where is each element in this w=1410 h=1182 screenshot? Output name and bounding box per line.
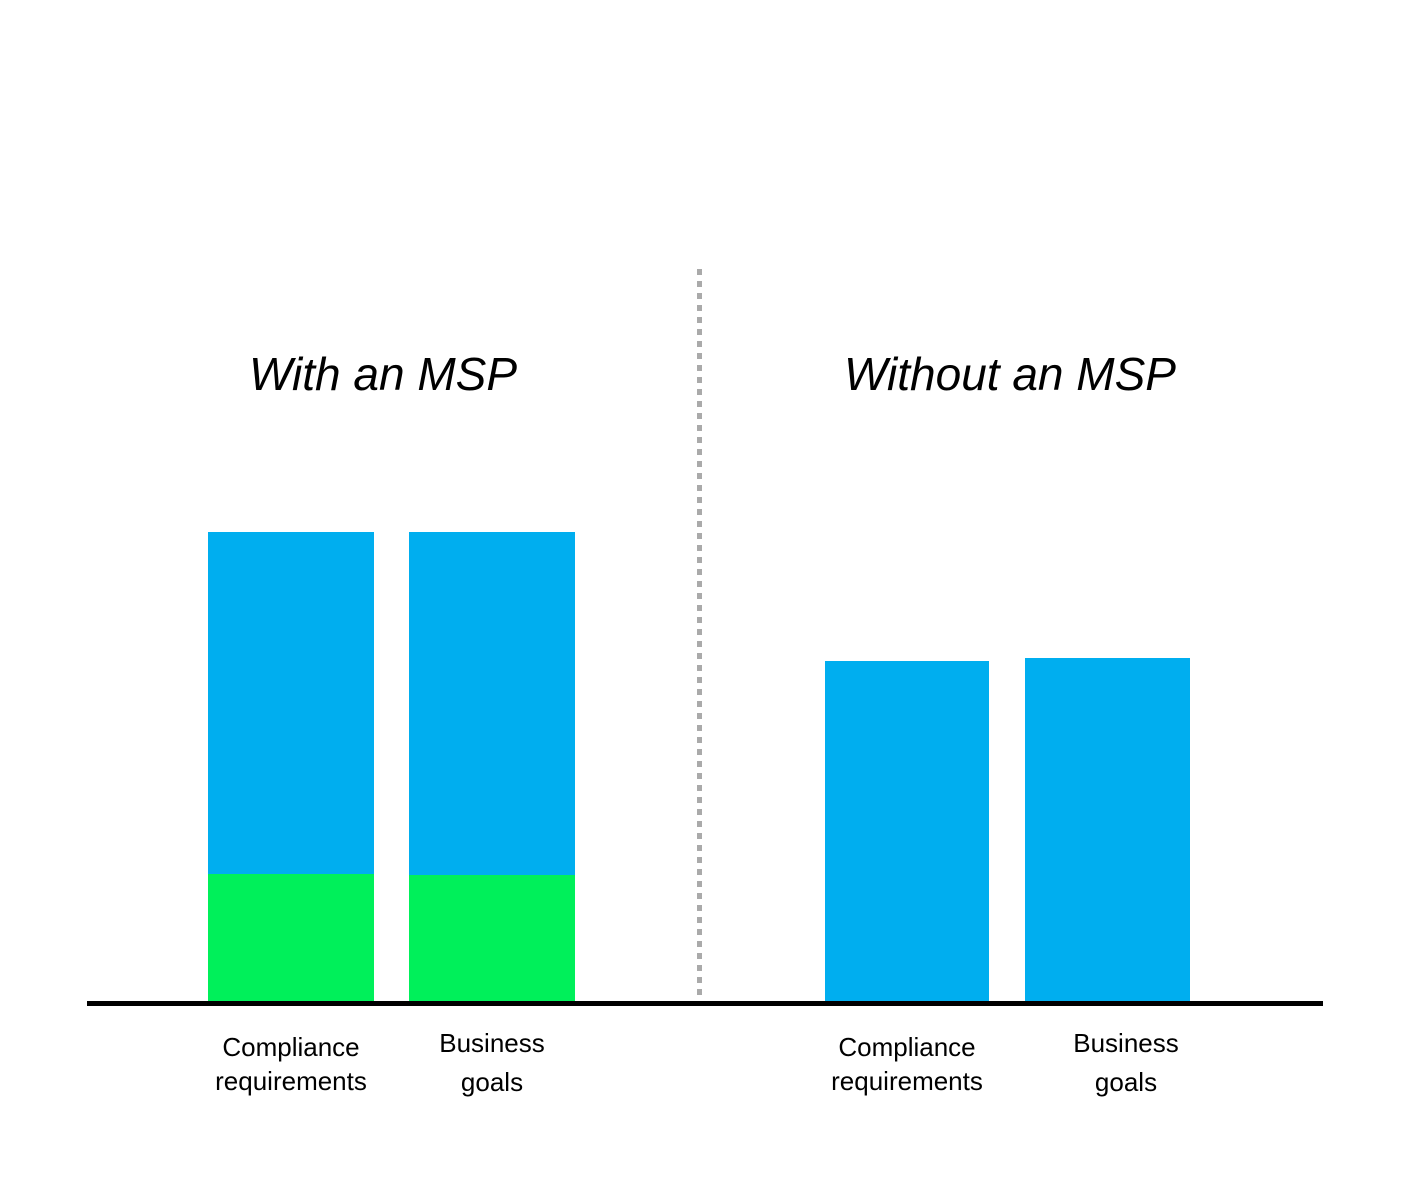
x-axis-baseline [87, 1001, 1323, 1006]
group-title-with-msp: With an MSP [248, 348, 518, 400]
bar-without-compliance [825, 661, 989, 1004]
xlabel-without-business: Business goals [1073, 1024, 1179, 1102]
label-line: goals [460, 1067, 524, 1097]
label-line: requirements [215, 1066, 367, 1096]
label-line: Business [439, 1028, 545, 1058]
bar-segment-blue [208, 532, 374, 874]
label-line: Compliance [838, 1032, 976, 1062]
group-title-without-msp: Without an MSP [844, 348, 1176, 400]
xlabel-with-compliance: Compliance requirements [215, 1030, 367, 1098]
bar-with-compliance [208, 532, 374, 1002]
label-line: Compliance [222, 1032, 360, 1062]
bar-segment-green [409, 875, 575, 1003]
bar-segment-blue [409, 532, 575, 875]
label-line: Business [1073, 1028, 1179, 1058]
bar-with-business [409, 532, 575, 1003]
group-divider [697, 269, 702, 1002]
label-line: goals [1094, 1067, 1158, 1097]
bar-segment-green [208, 874, 374, 1002]
xlabel-with-business: Business goals [439, 1024, 545, 1102]
bar-without-business [1025, 658, 1190, 1002]
label-line: requirements [831, 1066, 983, 1096]
xlabel-without-compliance: Compliance requirements [831, 1030, 983, 1098]
